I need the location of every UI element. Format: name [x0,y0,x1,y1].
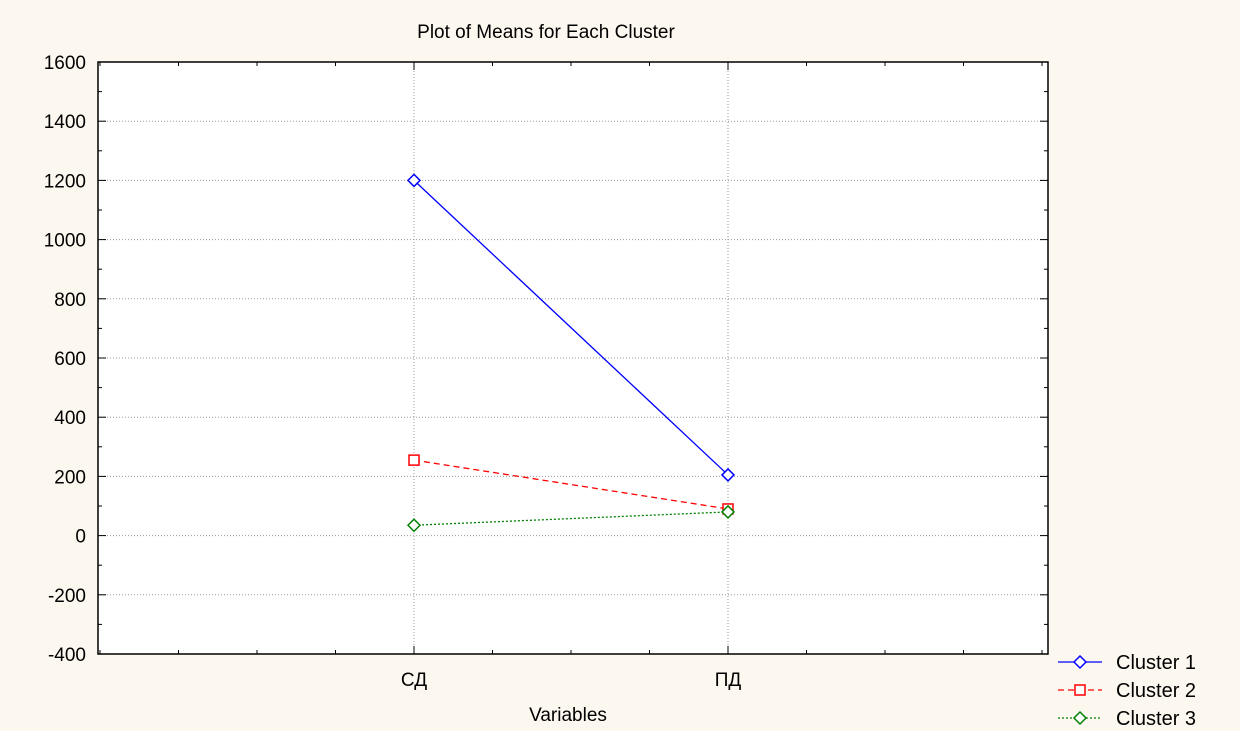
series-line-cluster-1 [413,179,729,476]
x-tick-label: ПД [715,670,742,691]
y-tick-labels: -400 -200 0 200 400 600 800 1000 1200 1400 1600 [44,53,86,666]
y-tick-label: -200 [48,586,86,607]
legend-marker-cluster-1 [1072,654,1088,670]
x-axis-title: Variables [529,705,607,726]
y-tick-label: -400 [48,645,86,666]
grid [98,62,1048,654]
y-tick-label: 800 [54,290,86,311]
y-tick-label: 400 [54,408,86,429]
y-tick-label: 600 [54,349,86,370]
legend-label-cluster-3: Cluster 3 [1116,708,1196,730]
x-tick-labels: СД ПД [401,670,741,691]
y-tick-label: 1200 [44,171,86,192]
x-tick-label: СД [401,670,427,691]
legend-marker-cluster-2 [1074,684,1086,696]
y-tick-label: 200 [54,467,86,488]
chart-title: Plot of Means for Each Cluster [417,22,675,43]
legend-label-cluster-1: Cluster 1 [1116,652,1196,674]
legend-marker-cluster-3 [1072,710,1088,726]
series-group [406,173,736,533]
y-tick-label: 1400 [44,112,86,133]
data-point-cluster-1 [406,173,422,188]
legend: Cluster 1 Cluster 2 Cluster 3 [1058,652,1196,730]
y-tick-label: 0 [75,527,86,548]
data-point-cluster-3 [720,504,736,519]
data-point-cluster-1 [720,467,736,482]
plot-frame [97,61,1049,655]
legend-label-cluster-2: Cluster 2 [1116,680,1196,702]
y-tick-label: 1600 [44,53,86,74]
series-line-cluster-3 [413,511,729,526]
data-point-cluster-3 [406,518,422,533]
series-line-cluster-2 [413,459,729,510]
data-point-cluster-2 [408,454,420,466]
y-tick-label: 1000 [44,231,86,252]
